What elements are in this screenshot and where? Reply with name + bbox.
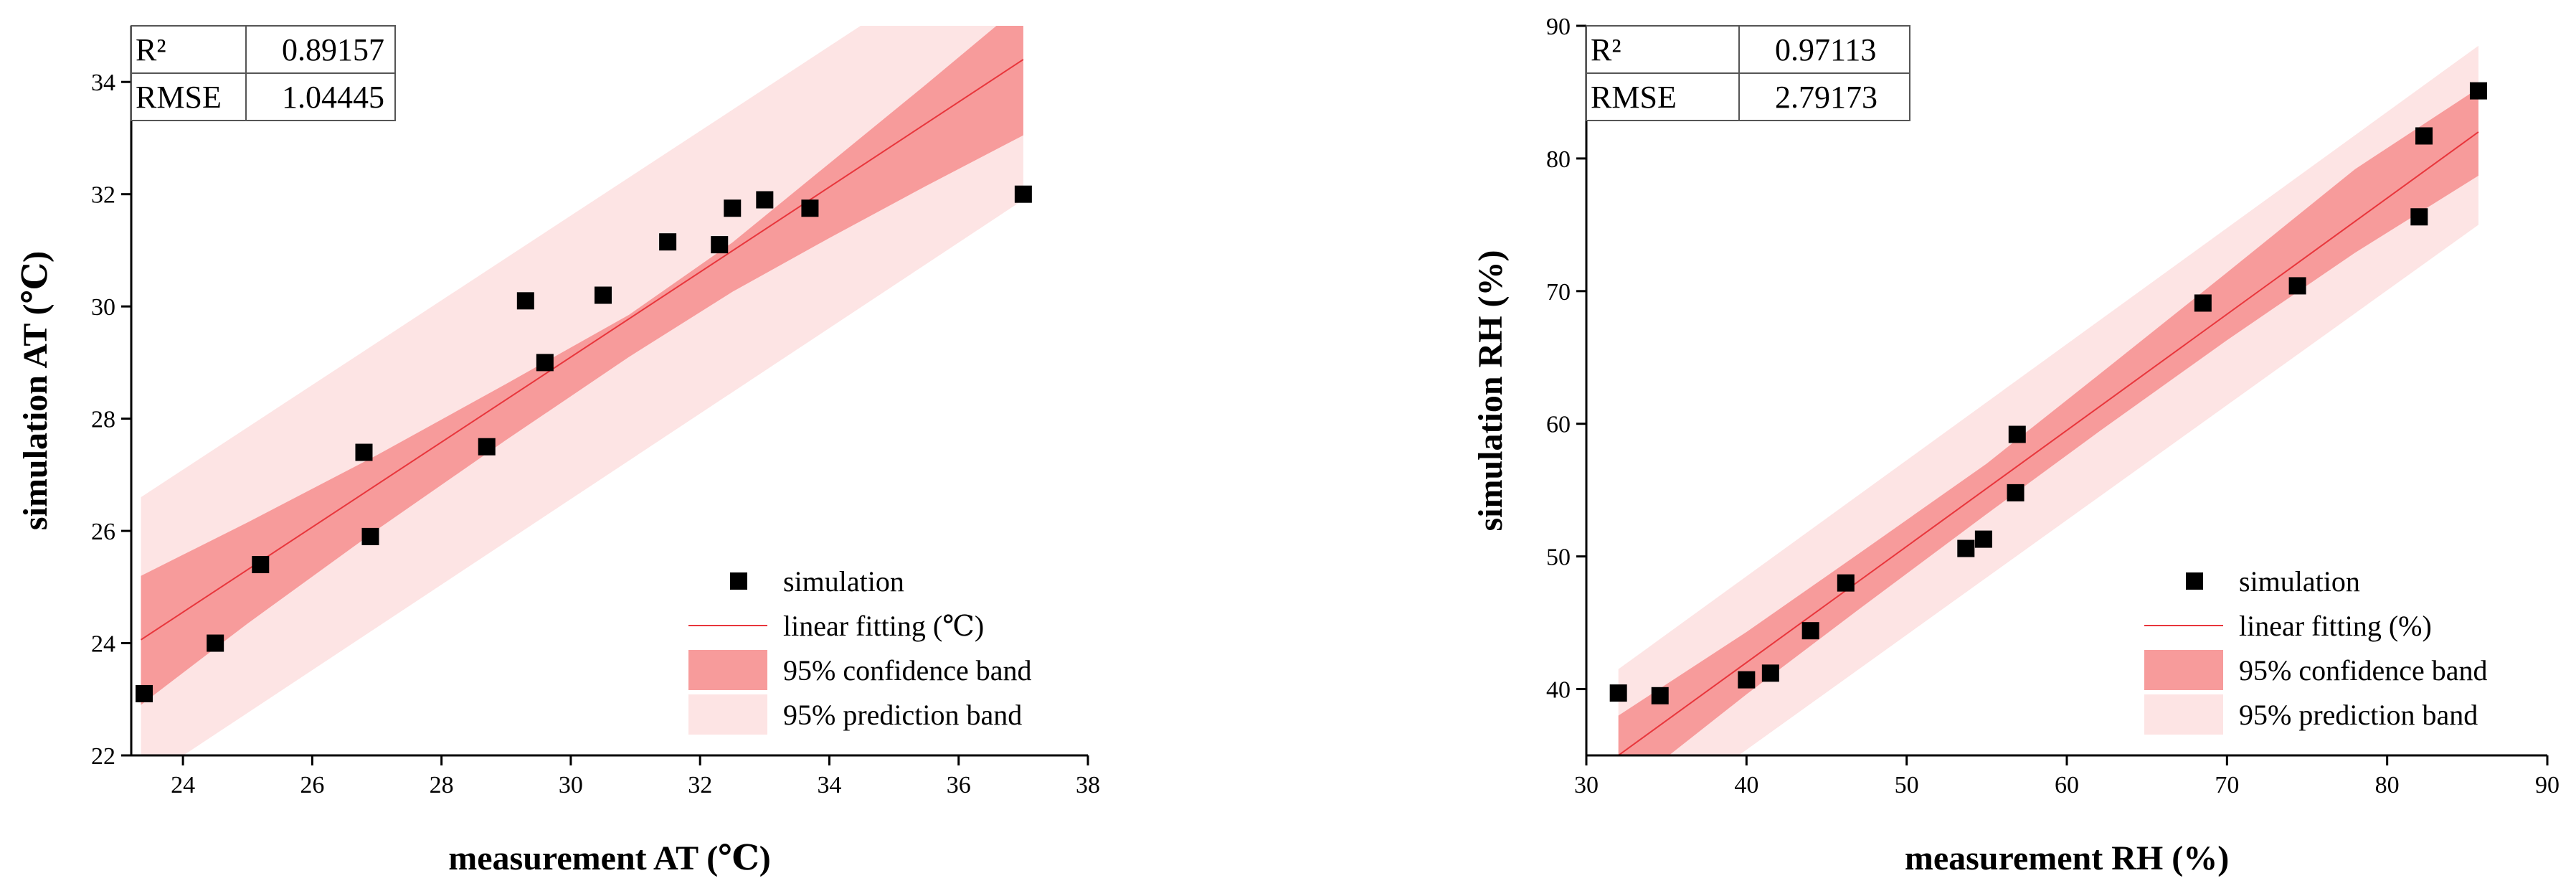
data-point (1957, 539, 1975, 557)
y-tick-label: 26 (91, 519, 115, 545)
data-point (1014, 185, 1032, 203)
legend-prediction-swatch (2144, 694, 2223, 735)
data-point (1974, 530, 1992, 548)
x-tick-label: 38 (1076, 772, 1100, 798)
legend-point-swatch (730, 572, 747, 590)
stats-label: R² (1591, 32, 1621, 67)
legend-label: linear fitting (%) (2239, 610, 2432, 642)
data-point (724, 199, 742, 217)
legend-point-swatch (2186, 572, 2203, 590)
plot-area (1618, 45, 2479, 755)
data-point (711, 236, 729, 254)
y-tick-label: 34 (91, 70, 115, 96)
data-point (252, 556, 270, 574)
stats-label: R² (136, 32, 166, 67)
data-point (1801, 622, 1819, 640)
legend-label: linear fitting (℃) (783, 610, 984, 642)
x-tick-label: 60 (2055, 772, 2079, 798)
data-point (659, 233, 677, 251)
data-point (536, 354, 554, 372)
confidence-band (1618, 88, 2478, 755)
y-tick-label: 60 (1546, 412, 1571, 438)
x-tick-label: 24 (171, 772, 195, 798)
fit-line (140, 59, 1024, 641)
data-point (1651, 687, 1669, 704)
y-tick-label: 22 (91, 743, 115, 770)
x-axis-title: measurement AT (℃) (448, 839, 770, 877)
legend-prediction-swatch (688, 694, 767, 735)
legend-label: simulation (783, 565, 904, 598)
stats-value: 0.97113 (1775, 32, 1876, 67)
x-tick-label: 90 (2535, 772, 2560, 798)
y-tick-label: 50 (1546, 544, 1571, 571)
stats-label: RMSE (136, 80, 222, 115)
data-point (2007, 484, 2025, 501)
y-tick-label: 30 (91, 294, 115, 321)
data-point (1738, 671, 1756, 689)
data-point (207, 634, 224, 652)
data-point (355, 443, 373, 461)
data-point (2415, 127, 2433, 145)
data-point (1761, 664, 1779, 682)
data-point (516, 292, 534, 310)
data-point (801, 199, 819, 217)
legend-label: simulation (2239, 565, 2360, 598)
x-tick-label: 32 (688, 772, 712, 798)
data-point (594, 286, 612, 304)
data-point (2469, 82, 2487, 100)
data-point (136, 684, 153, 702)
data-point (1609, 684, 1627, 702)
x-tick-label: 30 (559, 772, 583, 798)
y-axis-title: simulation AT (℃) (16, 251, 55, 530)
stats-value: 0.89157 (282, 32, 384, 67)
y-tick-label: 24 (91, 631, 115, 658)
y-tick-label: 80 (1546, 146, 1571, 173)
x-tick-label: 70 (2215, 772, 2239, 798)
legend-label: 95% confidence band (783, 654, 1032, 687)
y-tick-label: 28 (91, 407, 115, 433)
y-tick-label: 40 (1546, 677, 1571, 704)
legend-label: 95% prediction band (2239, 699, 2478, 731)
x-tick-label: 26 (300, 772, 324, 798)
stats-value: 1.04445 (282, 80, 384, 115)
x-tick-label: 40 (1734, 772, 1758, 798)
legend-confidence-swatch (688, 650, 767, 690)
fit-line (1618, 131, 2479, 755)
x-tick-label: 50 (1895, 772, 1919, 798)
data-point (2008, 425, 2026, 443)
confidence-band (141, 26, 1023, 705)
chart-at: 24 26 28 30 32 34 36 38 22 24 26 28 30 32 34 measuremen… (16, 25, 1100, 877)
data-point (1837, 574, 1855, 592)
legend-confidence-swatch (2144, 650, 2223, 690)
stats-value: 2.79173 (1775, 80, 1877, 115)
x-tick-label: 36 (947, 772, 971, 798)
legend-label: 95% confidence band (2239, 654, 2488, 687)
x-axis-title: measurement RH (%) (1905, 839, 2229, 877)
y-tick-label: 90 (1546, 14, 1571, 40)
x-tick-label: 30 (1574, 772, 1599, 798)
legend-label: 95% prediction band (783, 699, 1022, 731)
data-point (2288, 277, 2306, 295)
data-point (756, 191, 774, 209)
y-tick-label: 32 (91, 182, 115, 209)
x-tick-label: 28 (430, 772, 454, 798)
y-axis-title: simulation RH (%) (1472, 250, 1510, 531)
x-tick-label: 80 (2375, 772, 2400, 798)
data-point (2410, 208, 2428, 226)
x-tick-label: 34 (817, 772, 841, 798)
chart-rh: 30 40 50 60 70 80 90 40 50 60 70 80 90 measurement RH… (1472, 14, 2560, 877)
data-point (478, 438, 496, 456)
data-point (361, 527, 379, 545)
stats-label: RMSE (1591, 80, 1677, 115)
y-tick-label: 70 (1546, 279, 1571, 306)
data-point (2194, 294, 2212, 312)
